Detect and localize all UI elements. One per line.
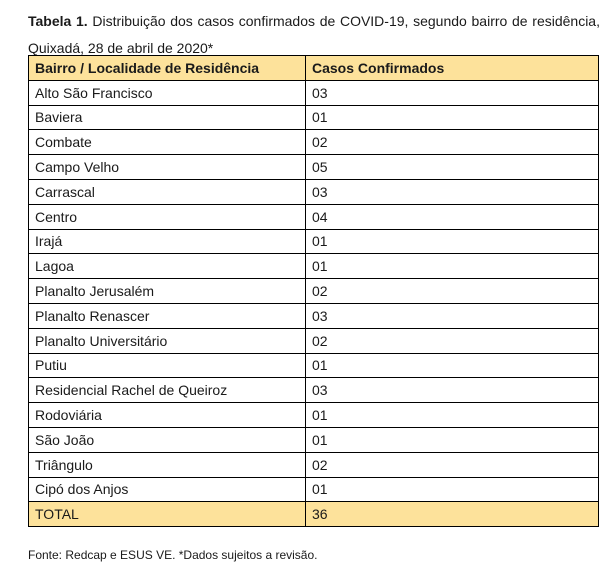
bairro-cell: Baviera <box>28 104 306 131</box>
table-total-row: TOTAL 36 <box>28 501 599 528</box>
casos-cell: 03 <box>305 79 599 106</box>
casos-cell: 01 <box>305 104 599 131</box>
bairro-cell: Triângulo <box>28 451 306 478</box>
casos-cell: 01 <box>305 228 599 255</box>
header-casos: Casos Confirmados <box>305 55 599 81</box>
table-caption-text: Distribuição dos casos confirmados de CO… <box>28 13 600 56</box>
table-row: Planalto Jerusalém 02 <box>28 278 599 304</box>
casos-cell: 01 <box>305 476 599 503</box>
bairro-cell: Lagoa <box>28 253 306 280</box>
bairro-cell: Planalto Renascer <box>28 302 306 329</box>
source-footnote: Fonte: Redcap e ESUS VE. *Dados sujeitos… <box>28 548 318 562</box>
table-caption-label: Tabela 1. <box>28 13 88 29</box>
casos-cell: 01 <box>305 402 599 428</box>
total-value-cell: 36 <box>305 501 599 528</box>
bairro-cell: São João <box>28 426 306 453</box>
casos-cell: 05 <box>305 154 599 180</box>
casos-cell: 01 <box>305 253 599 280</box>
table-row: Centro 04 <box>28 203 599 230</box>
table-row: Combate 02 <box>28 129 599 156</box>
covid-cases-table: Bairro / Localidade de Residência Casos … <box>28 55 599 528</box>
casos-cell: 03 <box>305 377 599 404</box>
casos-cell: 04 <box>305 203 599 230</box>
bairro-cell: Rodoviária <box>28 402 306 428</box>
table-row: Carrascal 03 <box>28 178 599 205</box>
bairro-cell: Irajá <box>28 228 306 255</box>
bairro-cell: Centro <box>28 203 306 230</box>
table-row: Triângulo 02 <box>28 451 599 478</box>
bairro-cell: Cipó dos Anjos <box>28 476 306 503</box>
table-row: Baviera 01 <box>28 104 599 131</box>
table-row: Cipó dos Anjos 01 <box>28 476 599 503</box>
bairro-cell: Residencial Rachel de Queiroz <box>28 377 306 404</box>
casos-cell: 02 <box>305 451 599 478</box>
table-row: Alto São Francisco 03 <box>28 79 599 106</box>
table-row: Rodoviária 01 <box>28 402 599 428</box>
casos-cell: 02 <box>305 327 599 354</box>
casos-cell: 02 <box>305 129 599 156</box>
bairro-cell: Putiu <box>28 352 306 379</box>
bairro-cell: Combate <box>28 129 306 156</box>
table-caption: Tabela 1. Distribuição dos casos confirm… <box>28 8 600 62</box>
bairro-cell: Planalto Jerusalém <box>28 278 306 304</box>
table-row: Irajá 01 <box>28 228 599 255</box>
table-row: São João 01 <box>28 426 599 453</box>
table-row: Putiu 01 <box>28 352 599 379</box>
bairro-cell: Alto São Francisco <box>28 79 306 106</box>
table-row: Lagoa 01 <box>28 253 599 280</box>
casos-cell: 03 <box>305 178 599 205</box>
table-header-row: Bairro / Localidade de Residência Casos … <box>28 55 599 81</box>
total-label-cell: TOTAL <box>28 501 306 528</box>
casos-cell: 02 <box>305 278 599 304</box>
table-row: Planalto Renascer 03 <box>28 302 599 329</box>
table-row: Residencial Rachel de Queiroz 03 <box>28 377 599 404</box>
casos-cell: 01 <box>305 426 599 453</box>
table-row: Planalto Universitário 02 <box>28 327 599 354</box>
bairro-cell: Carrascal <box>28 178 306 205</box>
bairro-cell: Campo Velho <box>28 154 306 180</box>
casos-cell: 03 <box>305 302 599 329</box>
table-row: Campo Velho 05 <box>28 154 599 180</box>
header-bairro: Bairro / Localidade de Residência <box>28 55 306 81</box>
bairro-cell: Planalto Universitário <box>28 327 306 354</box>
casos-cell: 01 <box>305 352 599 379</box>
